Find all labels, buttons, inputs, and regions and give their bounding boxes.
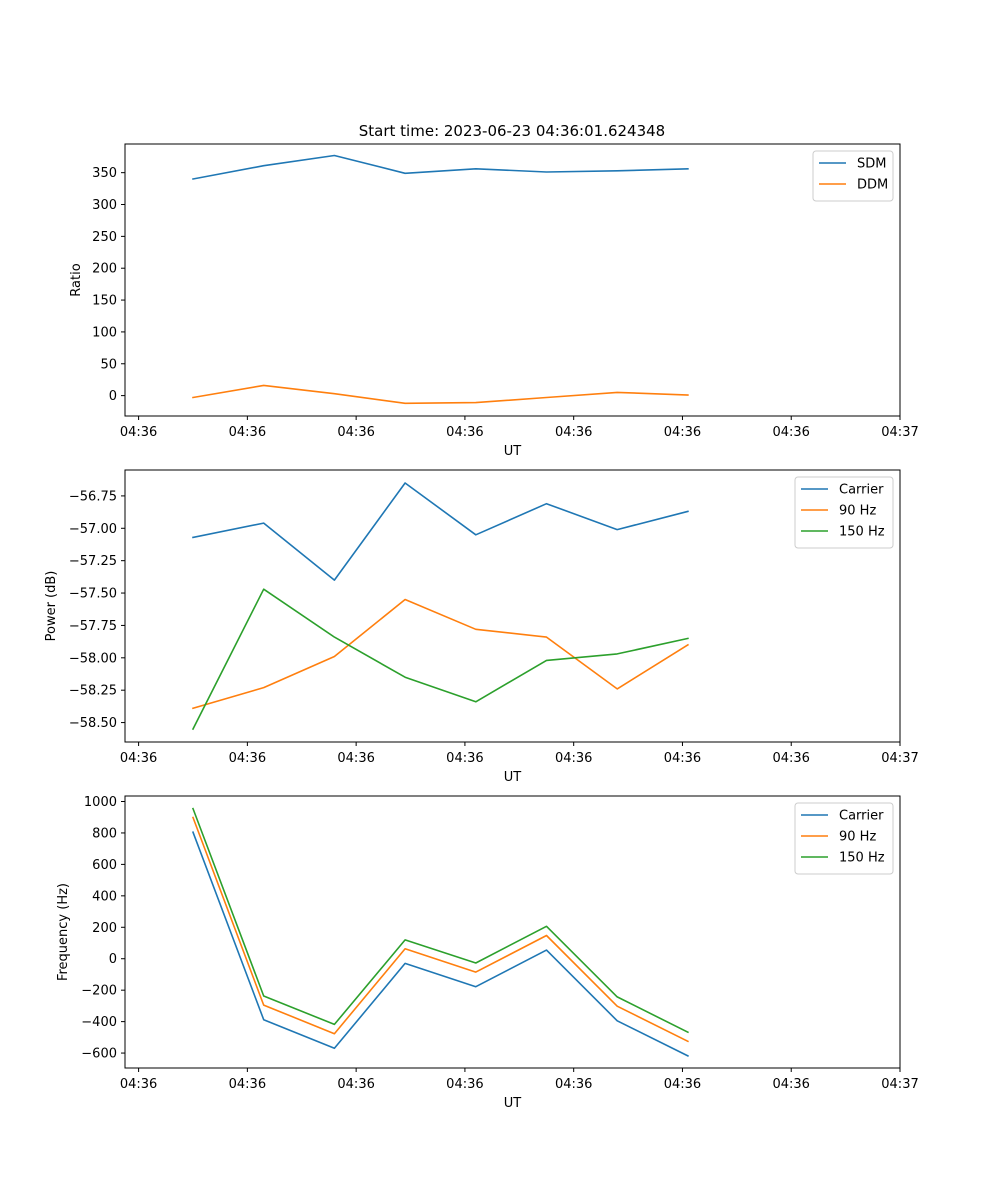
frequency-y-tick-label: 600: [92, 858, 117, 873]
ratio-x-tick-label: 04:36: [120, 425, 157, 440]
power-legend: Carrier 90 Hz 150 Hz: [794, 476, 894, 549]
frequency-series-1-line: [191, 816, 689, 1043]
power-y-tick-label: −58.00: [69, 651, 117, 666]
frequency-y-axis-label: Frequency (Hz): [56, 883, 71, 981]
power-x-tick-label: 04:37: [881, 751, 918, 766]
ratio-legend-label: DDM: [857, 178, 888, 193]
power-y-tick-label: −57.75: [69, 619, 117, 634]
chart-title: Start time: 2023-06-23 04:36:01.624348: [359, 122, 665, 140]
power-legend-label: 90 Hz: [839, 504, 876, 519]
frequency-y-tick-label: 0: [109, 952, 117, 967]
frequency-y-tick-label: 1000: [84, 795, 117, 810]
power-x-tick-label: 04:36: [664, 751, 701, 766]
power-y-tick-label: −58.50: [69, 716, 117, 731]
frequency-axes-frame: [124, 795, 901, 1069]
power-x-tick-label: 04:36: [229, 751, 266, 766]
power-panel: 04:36 04:36 04:36 04:36 04:36 04:36 04:36 04:37…: [44, 469, 919, 785]
power-x-tick-label: 04:36: [555, 751, 592, 766]
power-legend-label: 150 Hz: [839, 525, 885, 540]
power-y-tick-label: −56.75: [69, 489, 117, 504]
frequency-y-tick-label: −600: [81, 1047, 117, 1062]
frequency-series-2-line: [191, 807, 689, 1034]
ratio-x-tick-label: 04:36: [229, 425, 266, 440]
frequency-y-tick-label: −400: [81, 1015, 117, 1030]
frequency-x-tick-label: 04:36: [772, 1077, 809, 1092]
ratio-x-tick-label: 04:36: [446, 425, 483, 440]
frequency-y-tick-label: 800: [92, 826, 117, 841]
ratio-y-tick-label: 250: [92, 230, 117, 245]
frequency-x-tick-label: 04:36: [337, 1077, 374, 1092]
frequency-x-tick-label: 04:37: [881, 1077, 918, 1092]
ratio-y-tick-label: 300: [92, 198, 117, 213]
ratio-y-tick-label: 50: [100, 357, 117, 372]
power-series-1-line: [192, 598, 690, 710]
ratio-y-tick-label: 150: [92, 294, 117, 309]
power-x-tick-label: 04:36: [772, 751, 809, 766]
frequency-x-tick-label: 04:36: [120, 1077, 157, 1092]
power-y-tick-label: −57.25: [69, 554, 117, 569]
ratio-y-tick-label: 350: [92, 166, 117, 181]
power-y-tick-label: −57.50: [69, 587, 117, 602]
power-series-0-line: [192, 482, 689, 581]
frequency-x-tick-label: 04:36: [555, 1077, 592, 1092]
ratio-x-axis-label: UT: [504, 444, 522, 459]
frequency-x-tick-label: 04:36: [664, 1077, 701, 1092]
frequency-series-0-line: [191, 831, 689, 1057]
ratio-legend: SDM DDM: [812, 150, 894, 202]
frequency-legend: Carrier 90 Hz 150 Hz: [794, 802, 894, 875]
ratio-series-1-line: [192, 384, 689, 405]
frequency-legend-label: 90 Hz: [839, 830, 876, 845]
ratio-x-tick-label: 04:36: [664, 425, 701, 440]
power-axes-frame: [124, 469, 901, 743]
power-x-tick-label: 04:36: [120, 751, 157, 766]
ratio-x-tick-label: 04:36: [337, 425, 374, 440]
frequency-legend-label: 150 Hz: [839, 851, 885, 866]
frequency-y-tick-label: −200: [81, 984, 117, 999]
frequency-y-tick-label: 200: [92, 921, 117, 936]
power-legend-label: Carrier: [839, 483, 884, 498]
ratio-panel: 04:36 04:36 04:36 04:36 04:36 04:36 04:36 04:37…: [69, 143, 919, 459]
ratio-y-axis-label: Ratio: [69, 263, 84, 296]
frequency-x-axis-label: UT: [504, 1096, 522, 1111]
ratio-series-0-line: [192, 154, 689, 180]
power-x-axis-label: UT: [504, 770, 522, 785]
frequency-x-tick-label: 04:36: [229, 1077, 266, 1092]
ratio-y-tick-label: 0: [109, 389, 117, 404]
frequency-panel: 04:36 04:36 04:36 04:36 04:36 04:36 04:36 04:37…: [56, 795, 919, 1111]
ratio-x-tick-label: 04:36: [555, 425, 592, 440]
frequency-y-tick-label: 400: [92, 889, 117, 904]
power-series-2-line: [191, 588, 689, 731]
ratio-axes-frame: [124, 143, 901, 417]
power-y-tick-label: −57.00: [69, 522, 117, 537]
power-x-tick-label: 04:36: [337, 751, 374, 766]
ratio-y-tick-label: 200: [92, 262, 117, 277]
ratio-x-tick-label: 04:36: [772, 425, 809, 440]
ratio-y-tick-label: 100: [92, 325, 117, 340]
frequency-x-tick-label: 04:36: [446, 1077, 483, 1092]
ratio-x-tick-label: 04:37: [881, 425, 918, 440]
power-y-axis-label: Power (dB): [44, 571, 59, 642]
power-y-tick-label: −58.25: [69, 684, 117, 699]
ratio-legend-label: SDM: [857, 157, 886, 172]
frequency-legend-label: Carrier: [839, 809, 884, 824]
power-x-tick-label: 04:36: [446, 751, 483, 766]
